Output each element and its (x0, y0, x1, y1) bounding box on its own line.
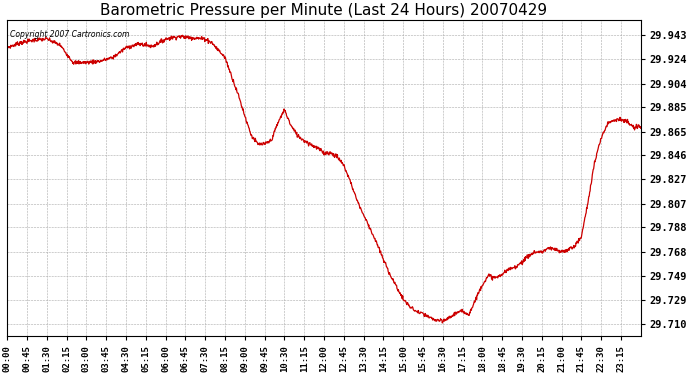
Text: Copyright 2007 Cartronics.com: Copyright 2007 Cartronics.com (10, 30, 130, 39)
Title: Barometric Pressure per Minute (Last 24 Hours) 20070429: Barometric Pressure per Minute (Last 24 … (101, 3, 548, 18)
